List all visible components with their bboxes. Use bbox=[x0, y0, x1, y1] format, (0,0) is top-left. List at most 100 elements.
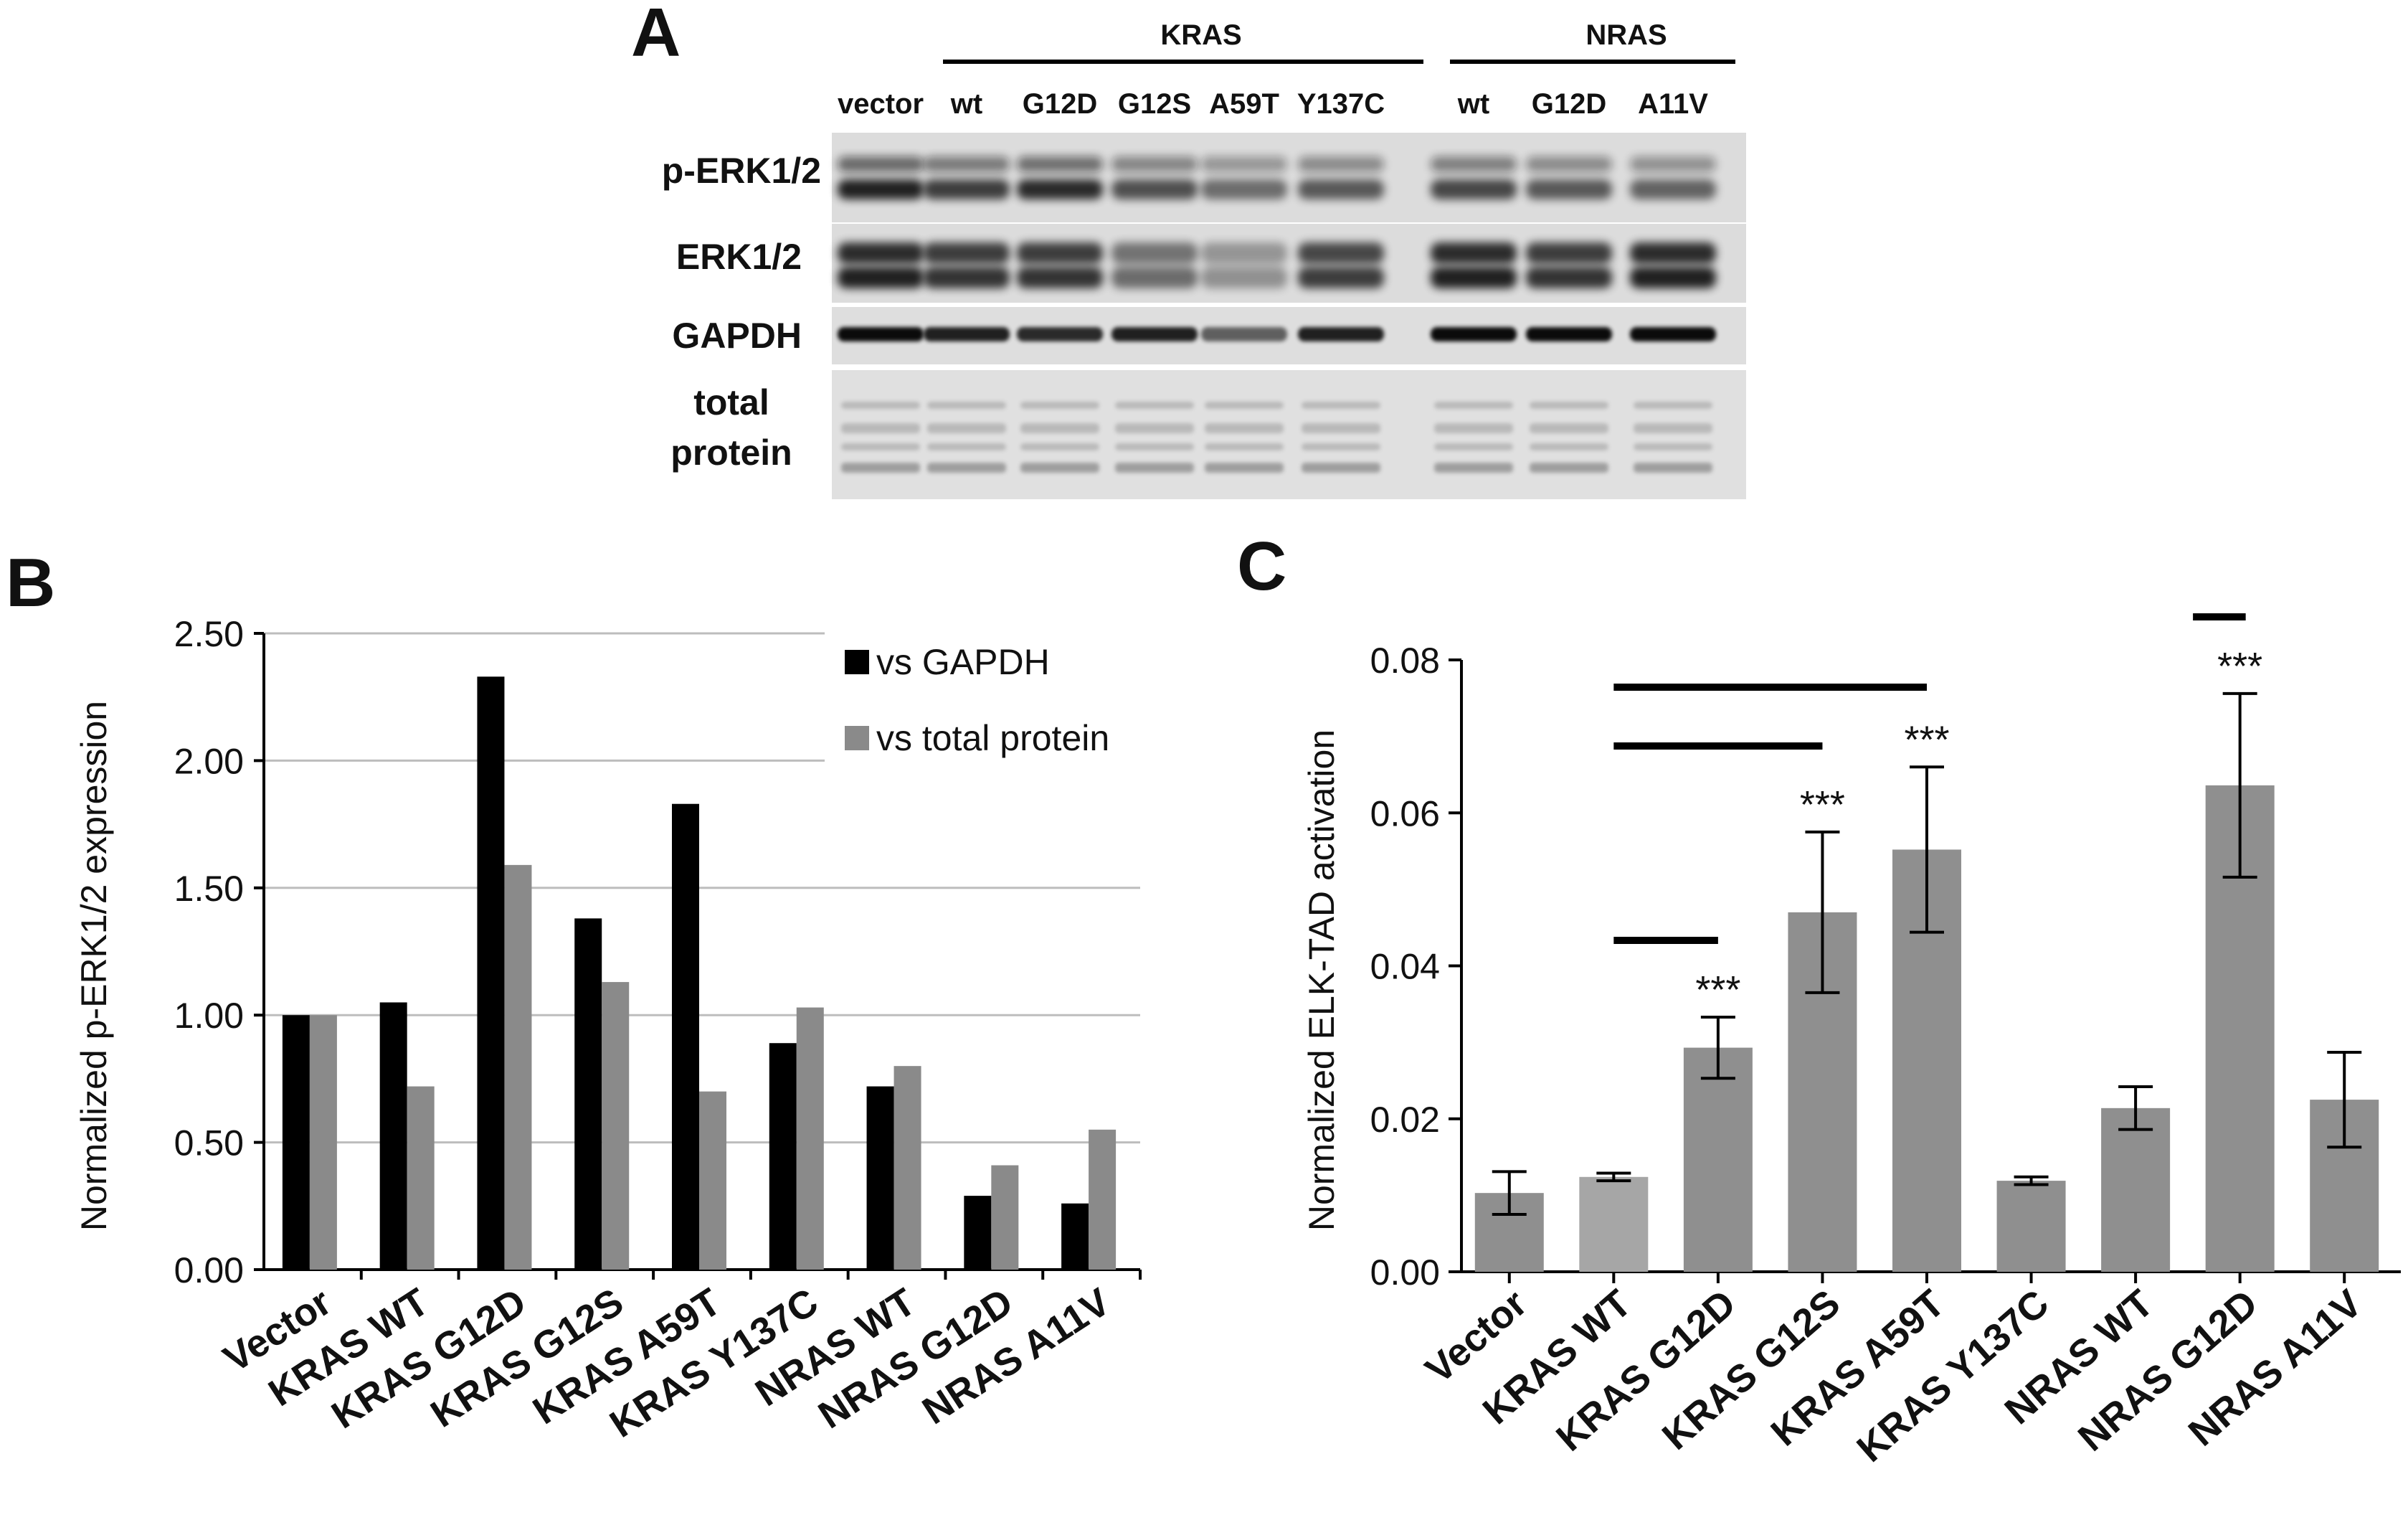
y-tick-label: 0.04 bbox=[1370, 947, 1440, 987]
legend-swatch-vs-total-protein bbox=[845, 726, 869, 750]
band-erk-lower bbox=[1630, 267, 1716, 288]
bar-nras-wt bbox=[2101, 1108, 2171, 1272]
y-tick-label: 0.06 bbox=[1370, 793, 1440, 834]
bar-vs-gapdh-kras-y137c bbox=[769, 1043, 797, 1270]
band-total-protein bbox=[1205, 423, 1284, 433]
blot-strip-total-protein bbox=[832, 370, 1746, 499]
significance-label-nras-g12d: *** bbox=[2217, 645, 2262, 688]
band-total-protein bbox=[1302, 423, 1380, 433]
bar-vs-total-protein-kras-wt bbox=[407, 1086, 435, 1270]
panel-b-letter: B bbox=[6, 544, 55, 621]
band-erk-lower bbox=[924, 267, 1010, 288]
band-perk-upper bbox=[1630, 156, 1716, 172]
band-total-protein bbox=[1434, 423, 1513, 433]
bar-vs-total-protein-kras-g12s bbox=[602, 982, 630, 1270]
y-tick-label: 0.50 bbox=[174, 1123, 244, 1163]
band-erk-upper bbox=[1630, 242, 1716, 264]
lane-label-0: vector bbox=[838, 88, 924, 120]
y-tick-label: 2.50 bbox=[174, 614, 244, 654]
band-total-protein bbox=[841, 423, 920, 433]
band-gapdh bbox=[838, 327, 924, 341]
x-category-label: NRAS G12D bbox=[2070, 1282, 2266, 1460]
significance-label-kras-g12d: *** bbox=[1695, 968, 1740, 1011]
panel-c-chart: C 0.00 0.02 0.04 0.06 0.08 Normalized ELK-TAD… bbox=[1237, 528, 2401, 1470]
band-perk-lower bbox=[1298, 179, 1384, 199]
row-label-perk: p-ERK1/2 bbox=[662, 151, 821, 191]
bar-kras-g12d bbox=[1683, 1047, 1753, 1272]
band-perk-lower bbox=[1201, 179, 1287, 199]
band-total-protein bbox=[927, 402, 1006, 409]
band-total-protein bbox=[841, 443, 920, 450]
band-perk-lower bbox=[924, 179, 1010, 199]
row-label-total-line2: protein bbox=[670, 433, 792, 473]
band-total-protein bbox=[1115, 402, 1194, 409]
band-gapdh bbox=[1630, 327, 1716, 341]
band-total-protein bbox=[927, 443, 1006, 450]
band-total-protein bbox=[1302, 463, 1380, 473]
blot-bands bbox=[838, 156, 1716, 473]
bar-vs-gapdh-kras-a59t bbox=[672, 803, 699, 1270]
band-erk-upper bbox=[1526, 242, 1612, 264]
band-erk-upper bbox=[838, 242, 924, 264]
band-gapdh bbox=[1431, 327, 1517, 341]
band-total-protein bbox=[1634, 423, 1712, 433]
chart-c: 0.00 0.02 0.04 0.06 0.08 Normalized ELK-TAD a… bbox=[1302, 613, 2401, 1470]
band-erk-upper bbox=[1017, 242, 1103, 264]
lane-label-4: A59T bbox=[1209, 88, 1279, 120]
x-category-label: KRAS G12S bbox=[1654, 1282, 1848, 1458]
significance-label-kras-a59t: *** bbox=[1904, 718, 1949, 761]
lane-label-5: Y137C bbox=[1297, 88, 1385, 120]
band-perk-upper bbox=[838, 156, 924, 172]
band-total-protein bbox=[1020, 402, 1099, 409]
band-erk-lower bbox=[838, 267, 924, 288]
band-erk-lower bbox=[1017, 267, 1103, 288]
lane-label-6: wt bbox=[1457, 88, 1489, 120]
y-tick-label: 1.50 bbox=[174, 869, 244, 909]
band-total-protein bbox=[927, 423, 1006, 433]
band-gapdh bbox=[1526, 327, 1612, 341]
lane-label-7: G12D bbox=[1532, 88, 1607, 120]
band-total-protein bbox=[1020, 443, 1099, 450]
band-total-protein bbox=[1115, 423, 1194, 433]
band-total-protein bbox=[1434, 463, 1513, 473]
band-total-protein bbox=[1205, 463, 1284, 473]
band-total-protein bbox=[841, 463, 920, 473]
chart-b: 0.00 0.50 1.00 1.50 2.00 2.50 Normalized p-ERK… bbox=[74, 614, 1142, 1446]
bar-vs-gapdh-kras-wt bbox=[379, 1002, 407, 1270]
band-perk-upper bbox=[1111, 156, 1198, 172]
panel-a-letter: A bbox=[631, 0, 681, 71]
bar-kras-wt bbox=[1579, 1176, 1649, 1272]
y-tick-label: 0.00 bbox=[174, 1250, 244, 1290]
lane-label-8: A11V bbox=[1638, 88, 1708, 120]
panel-c-letter: C bbox=[1237, 528, 1286, 605]
lane-label-2: G12D bbox=[1023, 88, 1098, 120]
panel-a-western-blot: A KRAS NRAS vector wt G12D G12S A59T Y137C wt G… bbox=[631, 0, 1746, 499]
bar-vs-gapdh-nras-wt bbox=[866, 1086, 894, 1270]
band-total-protein bbox=[1115, 463, 1194, 473]
bar-vs-total-protein-kras-a59t bbox=[699, 1091, 726, 1270]
band-erk-lower bbox=[1526, 267, 1612, 288]
band-erk-lower bbox=[1201, 267, 1287, 288]
lane-labels: vector wt G12D G12S A59T Y137C wt G12D A11V bbox=[838, 88, 1708, 120]
bar-kras-y137c bbox=[1996, 1181, 2066, 1272]
band-perk-upper bbox=[1201, 156, 1287, 172]
band-total-protein bbox=[1530, 443, 1608, 450]
band-total-protein bbox=[1530, 402, 1608, 409]
band-perk-upper bbox=[1298, 156, 1384, 172]
y-tick-label: 2.00 bbox=[174, 741, 244, 781]
lane-label-3: G12S bbox=[1118, 88, 1191, 120]
band-perk-lower bbox=[1111, 179, 1198, 199]
bar-vs-gapdh-nras-g12d bbox=[964, 1196, 992, 1270]
y-tick-label: 0.02 bbox=[1370, 1100, 1440, 1140]
band-erk-lower bbox=[1298, 267, 1384, 288]
band-total-protein bbox=[1434, 443, 1513, 450]
bar-vs-gapdh-vector bbox=[282, 1015, 310, 1270]
bar-vs-total-protein-nras-g12d bbox=[991, 1165, 1019, 1270]
bar-vs-total-protein-kras-y137c bbox=[796, 1007, 824, 1270]
band-perk-upper bbox=[1526, 156, 1612, 172]
row-label-gapdh: GAPDH bbox=[672, 316, 802, 356]
band-total-protein bbox=[1020, 423, 1099, 433]
band-perk-lower bbox=[1526, 179, 1612, 199]
band-total-protein bbox=[1302, 402, 1380, 409]
